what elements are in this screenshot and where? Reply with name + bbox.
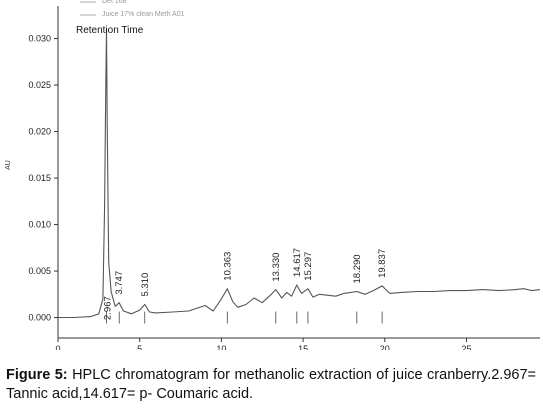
x-tick-label: 15 [298,344,308,350]
x-tick-label: 20 [380,344,390,350]
y-tick-label: 0.015 [28,173,51,183]
x-tick-label: 10 [216,344,226,350]
peak-label: 3.747 [114,271,125,295]
caption-label: Figure 5: [6,367,68,383]
legend-entry: Det 168 [102,0,127,5]
x-tick-label: 0 [55,344,60,350]
chromatogram-chart: 0.000 0.005 0.010 0.015 0.020 0.025 0.030 0 5 10 1… [5,0,541,350]
y-tick-label: 0.000 [28,313,51,323]
y-tick-label: 0.020 [28,127,51,137]
y-tick-label: 0.025 [28,80,51,90]
peak-label: 10.363 [222,252,233,281]
peak-label: 5.310 [140,273,151,297]
retention-time-title: Retention Time [76,25,144,36]
trace-layer [58,28,541,319]
x-tick-label: 5 [137,344,142,350]
figure-caption: Figure 5: HPLC chromatogram for methanol… [6,366,536,404]
x-tick-label: 25 [461,344,471,350]
axes: 0.000 0.005 0.010 0.015 0.020 0.025 0.030 0 5 10 1… [28,6,540,350]
y-axis-title: AU [5,160,12,170]
peak-label: 14.617 [292,248,303,277]
peak-label: 13.330 [271,253,282,282]
peak-label: 15.297 [303,252,314,281]
y-tick-label: 0.030 [28,34,51,44]
y-tick-label: 0.010 [28,220,51,230]
chromatogram-trace [58,28,541,319]
peak-label: 2.967 [102,296,113,320]
peak-label: 19.837 [377,249,388,278]
peak-label: 18.290 [352,254,363,283]
y-tick-label: 0.005 [28,266,51,276]
caption-text: HPLC chromatogram for methanolic extract… [6,367,536,402]
legend-entry: Juice 17% clean Meth A01 [102,11,185,18]
